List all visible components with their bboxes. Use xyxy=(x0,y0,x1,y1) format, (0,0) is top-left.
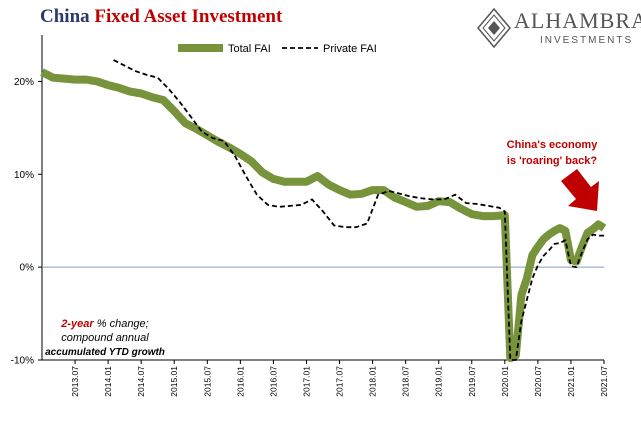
x-tick-label: 2018.01 xyxy=(368,366,378,397)
note-two-year: 2-year xyxy=(60,318,94,330)
note-line1: 2-year % change; xyxy=(60,318,148,330)
economy-annotation-line2: is 'roaring' back? xyxy=(507,155,597,167)
x-tick-label: 2017.07 xyxy=(335,366,345,397)
economy-annotation-line1: China's economy xyxy=(507,139,599,151)
series-private-fai-line xyxy=(113,59,604,361)
brand-logo: ALHAMBRA INVESTMENTS xyxy=(470,6,641,50)
note-line2: compound annual xyxy=(61,332,149,344)
x-tick-label: 2019.07 xyxy=(467,366,477,397)
y-tick-label: 20% xyxy=(14,77,34,88)
x-tick-label: 2013.07 xyxy=(70,366,80,397)
alhambra-diamond-icon xyxy=(477,8,511,48)
brand-subtitle: INVESTMENTS xyxy=(540,35,634,46)
y-tick-label: 10% xyxy=(14,170,34,181)
x-tick-label: 2014.07 xyxy=(136,366,146,397)
x-tick-label: 2015.07 xyxy=(202,366,212,397)
x-tick-label: 2016.07 xyxy=(268,366,278,397)
y-tick-label: -10% xyxy=(11,356,34,367)
series-total-fai-line xyxy=(40,68,607,363)
x-tick-label: 2021.07 xyxy=(599,366,609,397)
x-axis-ticks: 2013.07 2014.01 2014.07 2015.01 2015.07 2016.… xyxy=(70,360,609,397)
x-tick-label: 2020.07 xyxy=(533,366,543,397)
chart-title-country: China xyxy=(40,6,90,27)
series-layer xyxy=(40,59,607,363)
y-axis-ticks: 20% 10% 0% -10% xyxy=(11,35,43,367)
x-tick-label: 2017.01 xyxy=(301,366,311,397)
x-tick-label: 2016.01 xyxy=(235,366,245,397)
x-tick-label: 2020.01 xyxy=(500,366,510,397)
red-arrow-icon xyxy=(561,169,599,211)
economy-annotation: China's economy is 'roaring' back? xyxy=(507,139,599,211)
note-pct-change: % change; xyxy=(94,318,149,330)
x-tick-label: 2014.01 xyxy=(103,366,113,397)
x-tick-label: 2021.01 xyxy=(566,366,576,397)
methodology-note: 2-year % change; compound annual accumul… xyxy=(45,318,165,358)
x-tick-label: 2018.07 xyxy=(401,366,411,397)
chart-title-subject: Fixed Asset Investment xyxy=(94,6,283,27)
y-tick-label: 0% xyxy=(20,263,35,274)
brand-name: ALHAMBRA xyxy=(514,8,641,33)
x-tick-label: 2019.01 xyxy=(434,366,444,397)
x-tick-label: 2015.01 xyxy=(169,366,179,397)
note-line3: accumulated YTD growth xyxy=(45,347,165,358)
legend-private-fai-label: Private FAI xyxy=(323,43,377,55)
chart-title: China Fixed Asset Investment xyxy=(40,6,282,28)
legend-total-fai-label: Total FAI xyxy=(228,43,271,55)
chart-legend: Total FAI Private FAI xyxy=(178,43,377,55)
